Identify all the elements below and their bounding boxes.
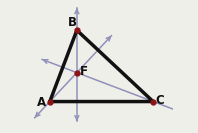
Text: B: B — [68, 16, 76, 29]
Text: A: A — [37, 96, 46, 109]
Text: C: C — [155, 94, 164, 107]
Text: F: F — [80, 65, 88, 78]
